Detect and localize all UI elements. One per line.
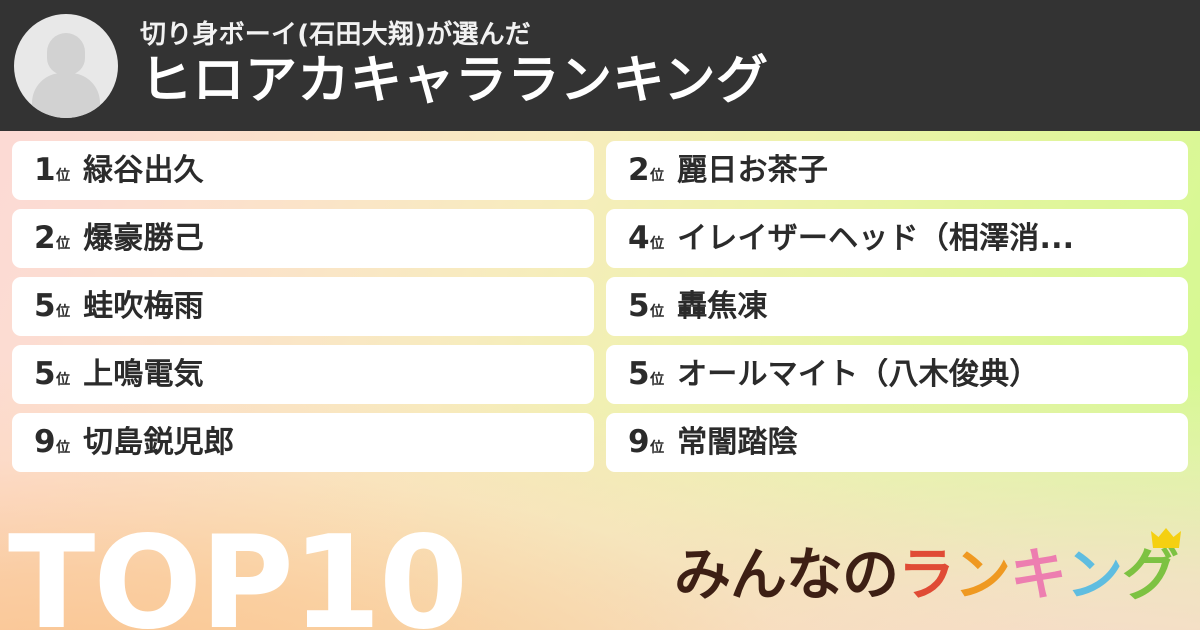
ranking-subtitle: 切り身ボーイ(石田大翔)が選んだ <box>140 19 531 50</box>
logo-char-n1: ン <box>954 542 1011 608</box>
site-logo[interactable]: みんなの ラ ン キ ン グ <box>674 528 1181 608</box>
rank-number: 5 <box>34 288 56 324</box>
item-name: 蛙吹梅雨 <box>83 290 204 323</box>
page-title: ヒロアカキャラランキング <box>140 50 769 111</box>
rank-unit: 位 <box>650 372 665 388</box>
rank-number: 9 <box>628 424 650 460</box>
rank-unit: 位 <box>56 236 71 252</box>
rank-unit: 位 <box>56 372 71 388</box>
item-name: 麗日お茶子 <box>677 154 829 187</box>
rank-number: 1 <box>34 152 56 188</box>
logo-char-ra: ラ <box>898 542 955 608</box>
item-name: 切島鋭児郎 <box>83 426 235 459</box>
rank-unit: 位 <box>650 304 665 320</box>
avatar-head-shape <box>47 32 85 75</box>
logo-text-plain: みんなの <box>674 542 899 608</box>
rank-unit: 位 <box>650 168 665 184</box>
logo-char-gu: グ <box>1122 542 1179 608</box>
user-avatar-placeholder-icon <box>14 13 118 118</box>
item-name: 常闇踏陰 <box>677 426 798 459</box>
item-name: 爆豪勝己 <box>83 222 204 255</box>
rank-number: 9 <box>34 424 56 460</box>
rank-unit: 位 <box>56 168 71 184</box>
avatar-body-shape <box>32 72 100 118</box>
item-name: イレイザーヘッド（相澤消... <box>677 222 1075 255</box>
header-text-block: 切り身ボーイ(石田大翔)が選んだ ヒロアカキャラランキング <box>140 19 769 111</box>
rank-unit: 位 <box>56 304 71 320</box>
item-name: 緑谷出久 <box>83 154 204 187</box>
crown-icon <box>1151 528 1181 548</box>
rank-number: 5 <box>34 356 56 392</box>
top10-watermark: TOP10 <box>8 509 468 630</box>
rank-number: 5 <box>628 356 650 392</box>
logo-last-char-wrap: グ <box>1122 528 1181 604</box>
rank-unit: 位 <box>56 440 71 456</box>
rank-number: 2 <box>628 152 650 188</box>
rank-unit: 位 <box>650 440 665 456</box>
header-bar: 切り身ボーイ(石田大翔)が選んだ ヒロアカキャラランキング <box>0 0 1200 131</box>
rank-number: 5 <box>628 288 650 324</box>
logo-char-ki: キ <box>1010 542 1067 608</box>
logo-char-n2: ン <box>1066 542 1123 608</box>
item-name: オールマイト（八木俊典） <box>677 358 1040 391</box>
rank-number: 4 <box>628 220 650 256</box>
item-name: 轟焦凍 <box>677 290 768 323</box>
rank-unit: 位 <box>650 236 665 252</box>
rank-number: 2 <box>34 220 56 256</box>
item-name: 上鳴電気 <box>83 358 204 391</box>
